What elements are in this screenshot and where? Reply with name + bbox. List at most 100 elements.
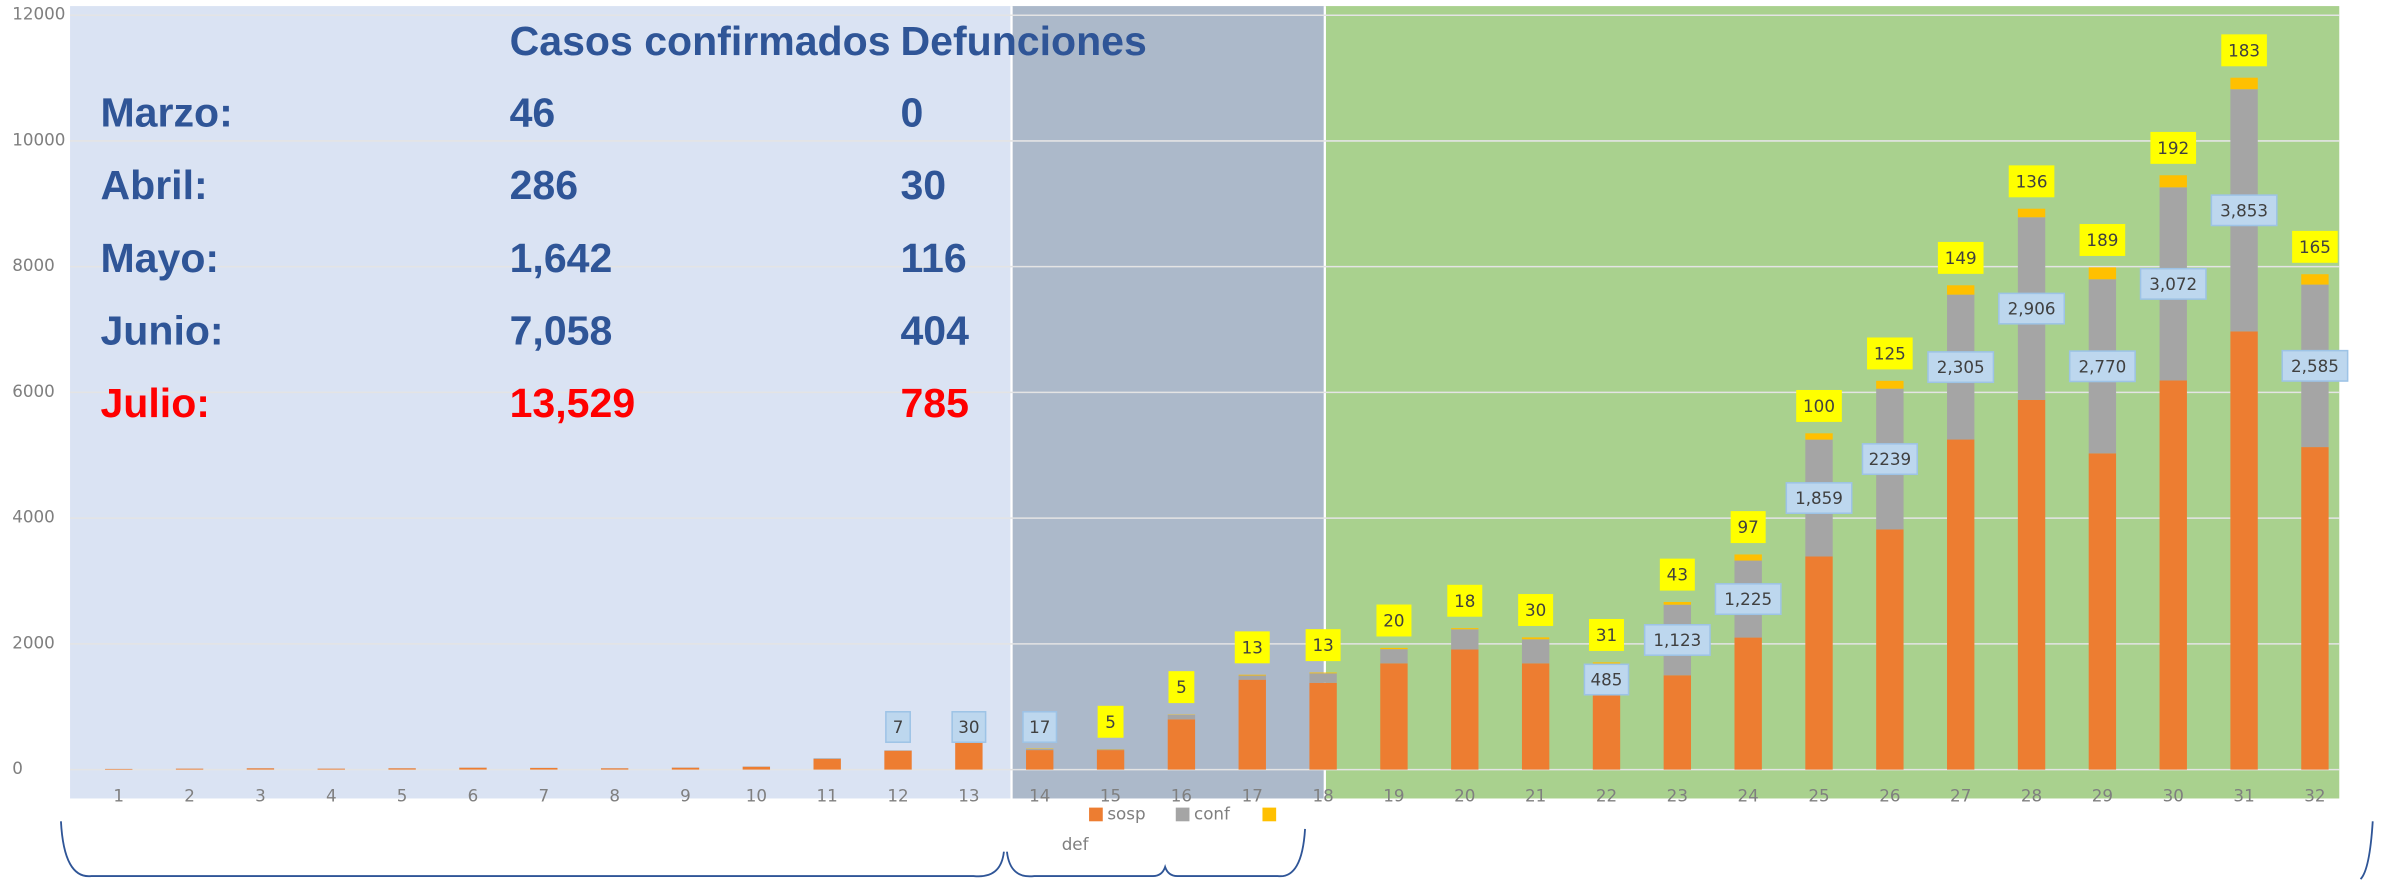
bar-segment — [2017, 399, 2046, 770]
def-label-box — [2008, 165, 2055, 198]
bar-segment — [2088, 453, 2117, 770]
table-cell: 0 — [900, 89, 923, 135]
data-label: 189 — [2086, 230, 2118, 250]
bar-segment — [813, 758, 841, 770]
def-label-box — [1376, 604, 1412, 637]
bar-segment — [1380, 663, 1408, 770]
x-tick-label: 28 — [2021, 785, 2042, 805]
x-tick-label: 18 — [1312, 785, 1333, 805]
legend-label: conf — [1194, 804, 1231, 824]
legend-label: sosp — [1107, 804, 1145, 824]
bar-segment — [2230, 331, 2258, 770]
legend: sosp conf def — [1062, 804, 1277, 854]
y-tick-label: 8000 — [12, 255, 55, 275]
brace — [2359, 821, 2374, 880]
conf-label-box — [1643, 624, 1711, 656]
bar-segment — [1592, 662, 1621, 665]
table-cell: Abril: — [100, 162, 207, 208]
table-cell: Marzo: — [100, 89, 232, 135]
bar-segment — [1734, 554, 1762, 561]
bar-segment — [1663, 601, 1692, 605]
data-label: 1,859 — [1795, 488, 1843, 508]
bar-segment — [600, 768, 629, 770]
table-cell: Mayo: — [100, 235, 219, 281]
bar-segment — [2301, 274, 2329, 285]
data-label: 3,072 — [2149, 274, 2197, 294]
bar-segment — [1026, 749, 1054, 751]
def-label-box — [2079, 224, 2126, 256]
x-tick-label: 24 — [1738, 785, 1759, 805]
data-label: 183 — [2228, 40, 2260, 60]
conf-label-box — [951, 711, 987, 743]
x-tick-label: 32 — [2304, 785, 2325, 805]
conf-label-box — [1714, 583, 1782, 616]
bar-segment — [1167, 714, 1196, 720]
bar-segment — [2159, 380, 2187, 770]
x-tick-label: 11 — [817, 785, 838, 805]
def-label-box — [1168, 671, 1195, 704]
x-tick-label: 22 — [1596, 785, 1617, 805]
x-tick-label: 2 — [184, 785, 195, 805]
data-label: 2,906 — [2008, 299, 2056, 319]
x-tick-label: 5 — [397, 785, 408, 805]
x-tick-label: 26 — [1879, 785, 1900, 805]
data-label: 5 — [1105, 712, 1116, 732]
bar-segment — [1096, 750, 1125, 770]
conf-label-box — [1861, 443, 1918, 476]
table-cell: Junio: — [100, 308, 223, 354]
conf-label-box — [2281, 349, 2349, 382]
x-tick-label: 16 — [1171, 785, 1192, 805]
data-label: 100 — [1803, 396, 1835, 416]
data-label: 165 — [2299, 237, 2331, 257]
x-tick-label: 4 — [326, 785, 337, 805]
y-tick-label: 12000 — [12, 4, 65, 24]
def-label-box — [1937, 241, 1984, 274]
bar-segment — [1592, 694, 1621, 770]
bar-segment — [1167, 719, 1196, 770]
data-label: 192 — [2157, 138, 2189, 158]
def-label-box — [1305, 629, 1341, 662]
bar-segment — [1734, 637, 1762, 770]
bar-segment — [884, 750, 912, 770]
bar-segment — [1451, 628, 1479, 630]
x-tick-label: 7 — [538, 785, 549, 805]
bar-segment — [742, 766, 771, 770]
bar-segment — [1947, 439, 1975, 770]
bar-segment — [1876, 529, 1904, 770]
y-tick-label: 2000 — [12, 632, 55, 652]
data-label: 97 — [1738, 517, 1759, 537]
bar-segment — [1451, 629, 1479, 650]
x-tick-label: 25 — [1808, 785, 1829, 805]
table-cell: 785 — [900, 380, 969, 426]
data-label: 30 — [958, 717, 979, 737]
def-label-box — [2292, 230, 2338, 263]
def-label-box — [1659, 558, 1695, 591]
bar-segment — [317, 768, 345, 770]
data-label: 5 — [1176, 677, 1187, 697]
bar-segment — [671, 767, 700, 770]
bar-segment — [813, 758, 841, 759]
table-cell: 1,642 — [510, 235, 613, 281]
x-tick-label: 19 — [1383, 785, 1404, 805]
x-tick-label: 8 — [609, 785, 620, 805]
y-tick-label: 4000 — [12, 507, 55, 527]
region-background — [70, 6, 1012, 799]
def-label-box — [1518, 594, 1554, 626]
bar-segment — [246, 768, 275, 770]
summary-table: Casos confirmados Defunciones Marzo: 46 0 Abr… — [100, 18, 1146, 426]
bar-segment — [1805, 556, 1833, 770]
y-tick-label: 10000 — [12, 129, 65, 149]
legend-swatch — [1089, 807, 1103, 822]
bar-segment — [1309, 682, 1337, 770]
data-label: 17 — [1029, 717, 1050, 737]
legend-swatch — [1175, 807, 1190, 822]
bar-segment — [2159, 175, 2187, 188]
data-label: 2239 — [1869, 449, 1912, 469]
x-tick-label: 14 — [1029, 785, 1050, 805]
data-label: 43 — [1667, 565, 1688, 585]
data-label: 2,770 — [2078, 356, 2126, 376]
def-label-box — [2150, 131, 2197, 164]
bar-segment — [388, 768, 416, 770]
